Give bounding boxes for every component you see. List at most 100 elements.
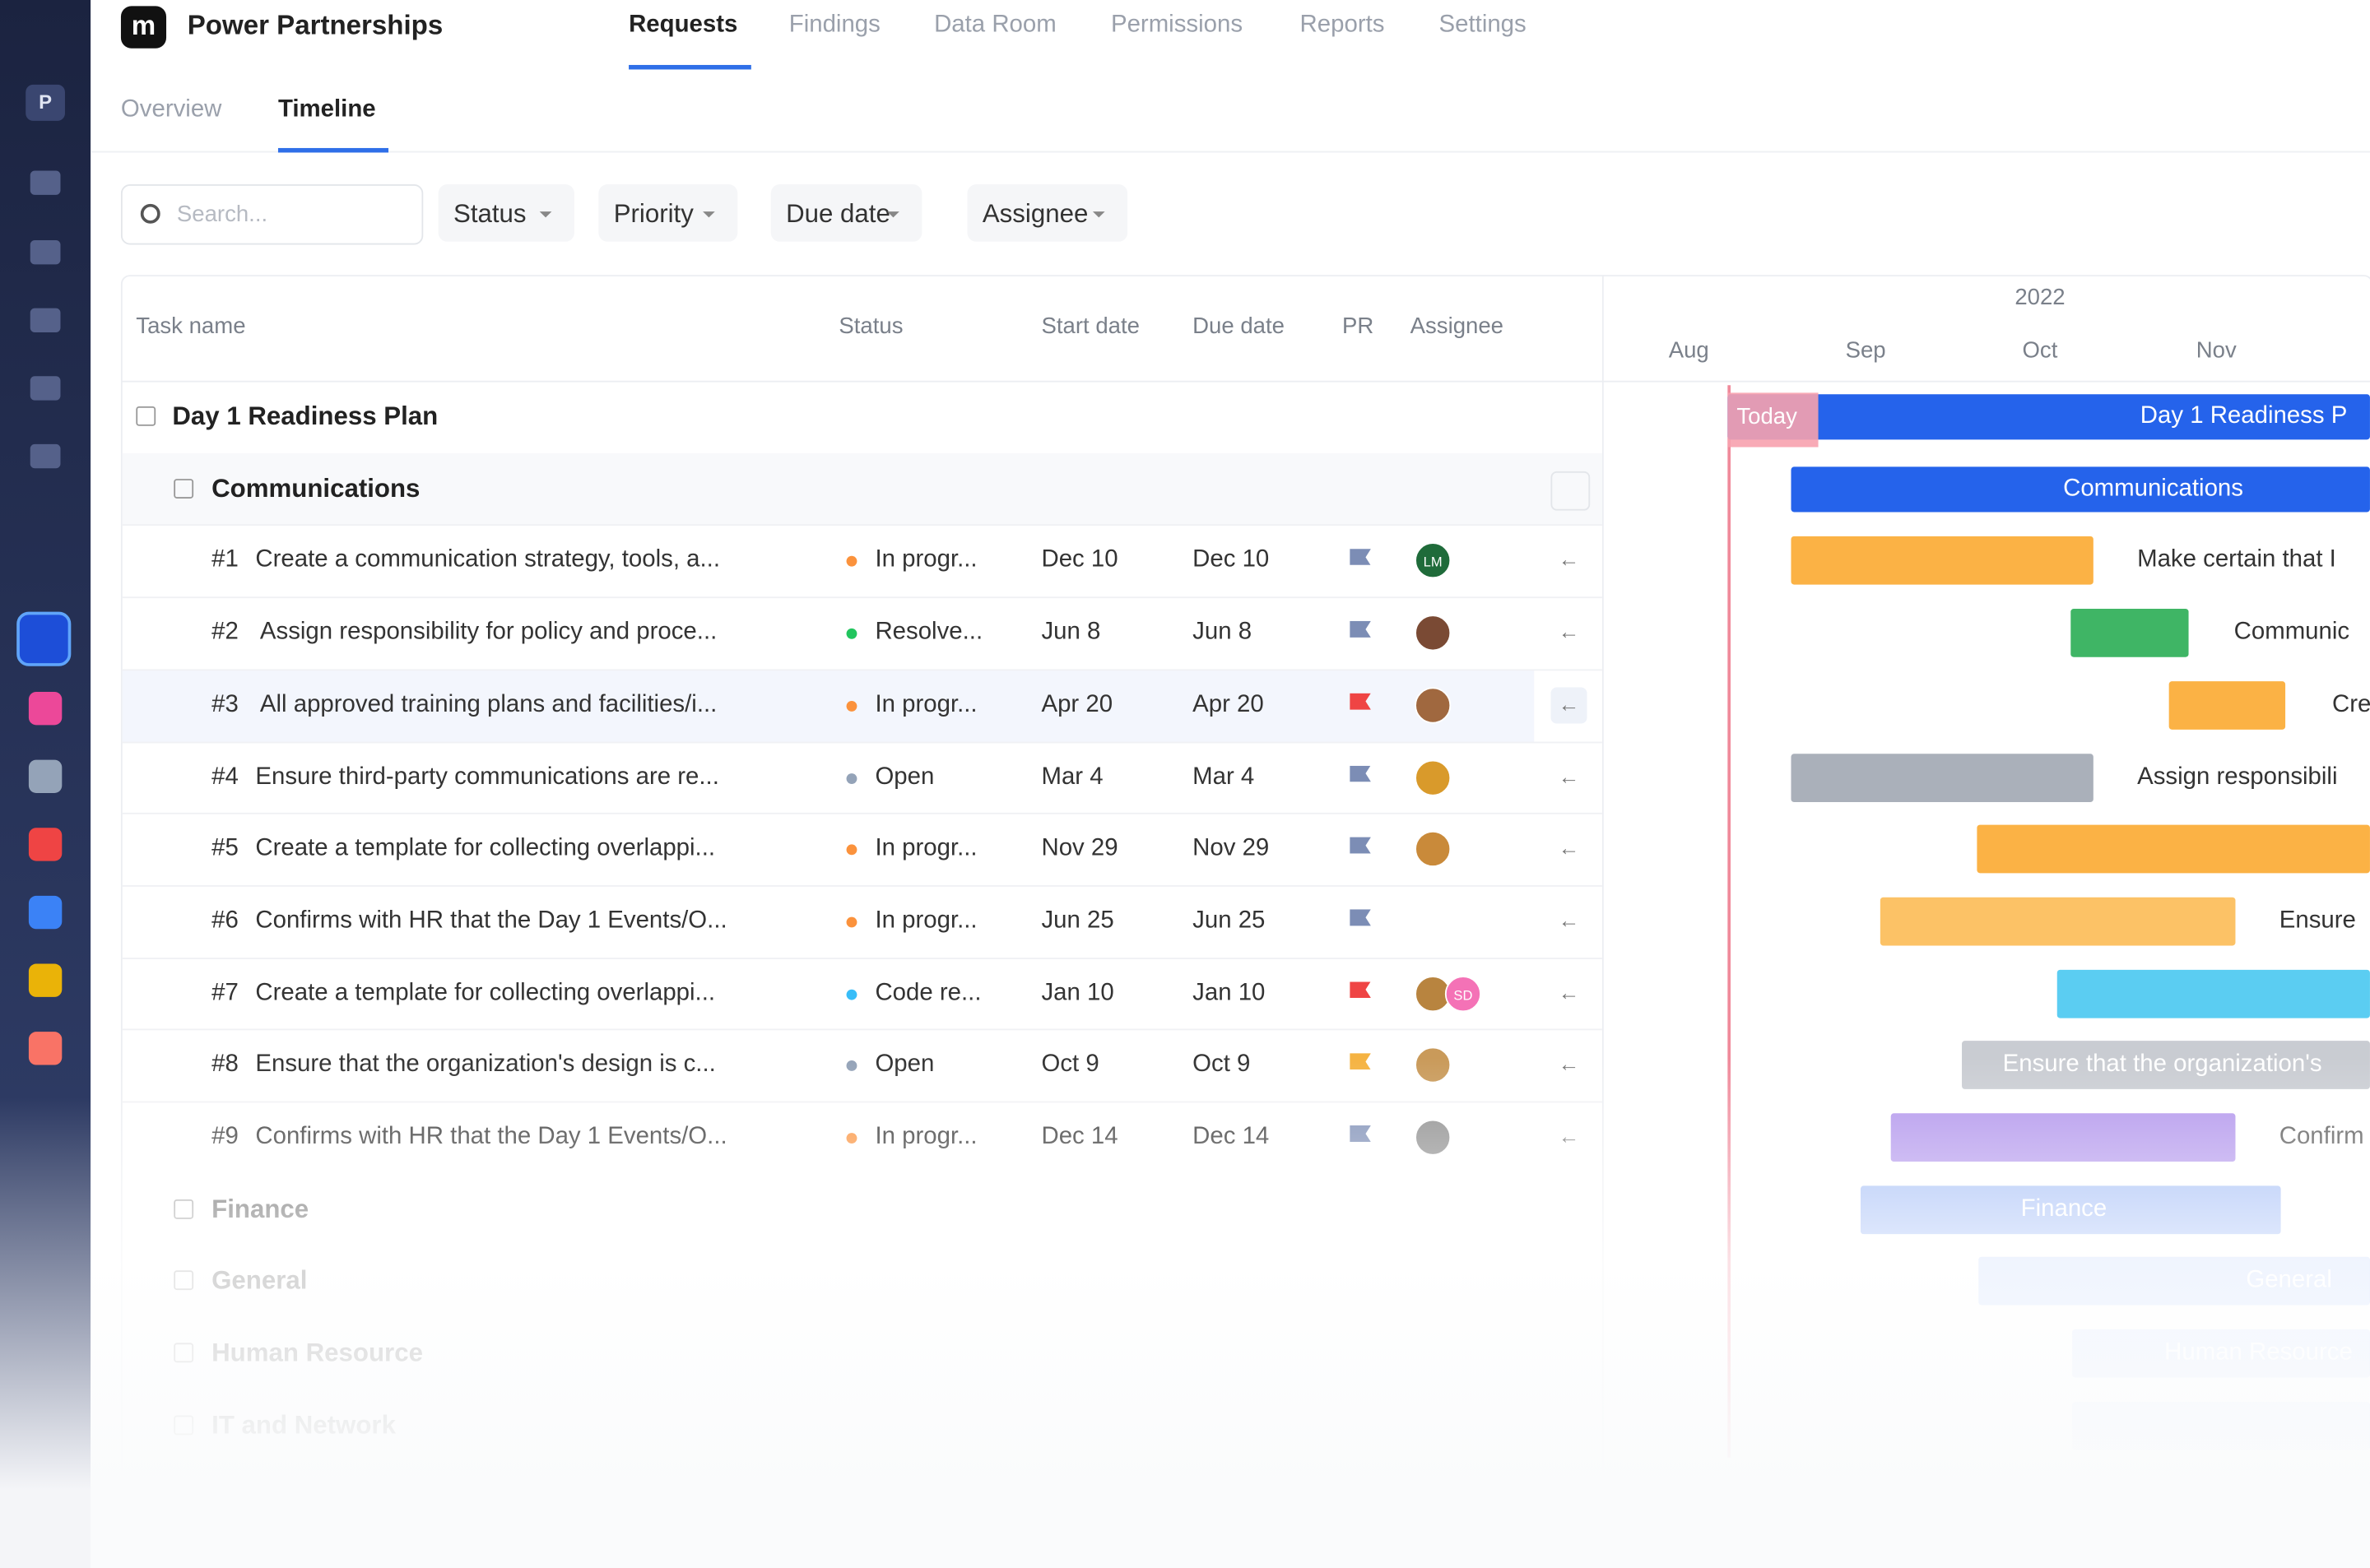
sidebar-avatar[interactable]: P: [26, 84, 65, 121]
row-divider: [122, 669, 1602, 670]
today-marker: [1727, 392, 1819, 448]
start-date: Jan 10: [1041, 979, 1114, 1006]
today-line: [1727, 385, 1731, 1458]
gantt-bar-label: Communications: [2063, 475, 2243, 502]
status-dot: [846, 700, 857, 712]
search-placeholder: Search...: [176, 202, 268, 228]
dropdown-caret: [539, 211, 552, 224]
task-name[interactable]: Create a template for collecting overlap…: [255, 979, 716, 1006]
gantt-bar[interactable]: [1977, 824, 2370, 874]
gantt-year: 2022: [2014, 285, 2066, 311]
row-divider: [122, 1028, 1602, 1031]
logo: m: [120, 6, 167, 49]
task-id: #1: [211, 547, 239, 573]
workspace-icon[interactable]: [28, 895, 63, 930]
gantt-bar[interactable]: [2168, 680, 2286, 730]
collapse-toggle[interactable]: [174, 478, 194, 499]
workspace-icon[interactable]: [28, 1032, 63, 1065]
assignee-avatar: LM: [1415, 542, 1452, 579]
add-button[interactable]: [1550, 471, 1591, 511]
column-header: Status: [839, 313, 904, 340]
fade-overlay: [91, 1057, 2370, 1568]
task-name[interactable]: Ensure third-party communications are re…: [255, 763, 719, 790]
row-action[interactable]: ←: [1558, 835, 1580, 861]
sidebar-icon[interactable]: [30, 308, 61, 332]
nav-tab[interactable]: Reports: [1299, 12, 1385, 38]
row-bg: [122, 669, 1535, 742]
due-date: Jan 10: [1192, 979, 1266, 1006]
search-icon: [140, 203, 160, 224]
row-divider: [122, 596, 1602, 599]
row-action[interactable]: ←: [1550, 687, 1587, 724]
task-name[interactable]: Assign responsibility for policy and pro…: [259, 619, 718, 646]
workspace-icon[interactable]: [28, 963, 63, 997]
filter-label[interactable]: Status: [453, 199, 527, 229]
workspace-icon[interactable]: [28, 828, 63, 861]
collapse-toggle[interactable]: [136, 406, 156, 426]
gantt-month: Sep: [1845, 337, 1886, 364]
filter-label[interactable]: Priority: [613, 199, 694, 229]
sub-tab[interactable]: Overview: [120, 96, 222, 123]
gantt-bar[interactable]: [1791, 536, 2094, 586]
sidebar-icon[interactable]: [30, 443, 61, 469]
header-divider: [120, 380, 2370, 383]
divider: [91, 151, 2370, 153]
row-divider: [122, 740, 1602, 743]
status-dot: [846, 629, 857, 639]
row-action[interactable]: ←: [1558, 979, 1580, 1004]
start-date: Mar 4: [1041, 763, 1104, 790]
start-date: Jun 8: [1041, 619, 1101, 646]
nav-tab[interactable]: Permissions: [1110, 12, 1243, 38]
gantt-bar[interactable]: [2056, 969, 2370, 1018]
due-date: Dec 10: [1192, 547, 1270, 573]
dropdown-caret: [703, 211, 715, 224]
row-bg: [122, 452, 1602, 526]
divider: [1601, 275, 1604, 1484]
task-name[interactable]: Create a template for collecting overlap…: [255, 835, 716, 861]
nav-tab[interactable]: Findings: [788, 12, 881, 38]
status: Code re...: [875, 979, 982, 1006]
priority-flag: [1350, 549, 1371, 566]
assignee-avatar: [1415, 615, 1452, 652]
task-name[interactable]: Confirms with HR that the Day 1 Events/O…: [255, 907, 727, 934]
sidebar-icon[interactable]: [30, 170, 61, 195]
column-header: Start date: [1041, 313, 1140, 340]
gantt-bar-label: Day 1 Readiness P: [2140, 403, 2348, 429]
row-divider: [122, 813, 1602, 815]
filter-label[interactable]: Due date: [786, 199, 890, 229]
priority-flag: [1350, 620, 1371, 638]
row-action[interactable]: ←: [1558, 763, 1580, 788]
gantt-bar[interactable]: [1791, 753, 2094, 802]
row-action[interactable]: ←: [1558, 547, 1580, 572]
row-action[interactable]: ←: [1558, 907, 1580, 932]
nav-tab[interactable]: Data Room: [934, 12, 1057, 38]
workspace-icon[interactable]: [16, 611, 72, 666]
task-name[interactable]: Create a communication strategy, tools, …: [255, 547, 721, 573]
nav-tab[interactable]: Settings: [1438, 12, 1527, 38]
gantt-bar[interactable]: [1880, 897, 2236, 946]
due-date: Mar 4: [1192, 763, 1255, 790]
sidebar-icon[interactable]: [30, 239, 61, 265]
status: In progr...: [875, 835, 978, 861]
priority-flag: [1350, 909, 1371, 926]
active-tab-underline: [629, 64, 751, 70]
filter-label[interactable]: Assignee: [982, 199, 1089, 229]
task-id: #4: [211, 763, 239, 790]
nav-tab[interactable]: Requests: [629, 12, 738, 38]
gantt-month: Aug: [1668, 337, 1709, 364]
sub-tab[interactable]: Timeline: [277, 96, 376, 123]
gantt-bar[interactable]: [1791, 466, 2370, 512]
workspace-icon[interactable]: [28, 691, 63, 726]
search-box[interactable]: [120, 184, 424, 245]
task-id: #7: [211, 979, 239, 1006]
gantt-month: Oct: [2022, 337, 2058, 364]
sidebar-icon[interactable]: [30, 376, 61, 401]
workspace-icon[interactable]: [28, 759, 63, 794]
task-id: #3: [211, 691, 239, 717]
gantt-bar[interactable]: [2070, 609, 2189, 657]
row-action[interactable]: ←: [1558, 619, 1580, 644]
task-id: #6: [211, 907, 239, 934]
task-name[interactable]: All approved training plans and faciliti…: [259, 691, 718, 717]
gantt-bar[interactable]: [1727, 394, 2370, 440]
